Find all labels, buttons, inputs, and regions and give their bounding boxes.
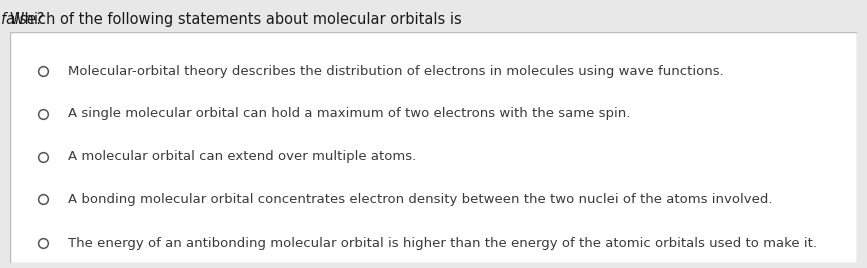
Text: The energy of an antibonding molecular orbital is higher than the energy of the : The energy of an antibonding molecular o… xyxy=(68,237,817,250)
Text: A single molecular orbital can hold a maximum of two electrons with the same spi: A single molecular orbital can hold a ma… xyxy=(68,107,630,121)
Text: A bonding molecular orbital concentrates electron density between the two nuclei: A bonding molecular orbital concentrates… xyxy=(68,193,772,206)
Text: Which of the following statements about molecular orbitals is: Which of the following statements about … xyxy=(10,12,466,27)
Text: A molecular orbital can extend over multiple atoms.: A molecular orbital can extend over mult… xyxy=(68,150,416,163)
Text: false?: false? xyxy=(1,12,43,27)
FancyBboxPatch shape xyxy=(10,32,857,263)
Text: Which of the following statements about molecular orbitals is: Which of the following statements about … xyxy=(0,267,1,268)
Text: Molecular-orbital theory describes the distribution of electrons in molecules us: Molecular-orbital theory describes the d… xyxy=(68,65,724,78)
